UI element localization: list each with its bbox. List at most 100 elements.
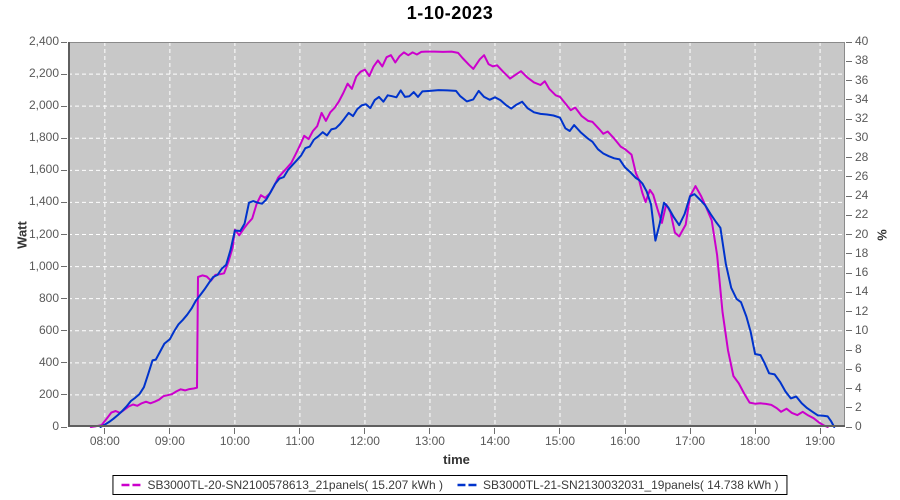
legend-item: SB3000TL-21-SN2130032031_19panels( 14.73… (457, 478, 779, 492)
y-left-tick-label: 400 (38, 354, 59, 369)
y-left-tickmark (61, 41, 67, 43)
x-tickmark (364, 428, 366, 434)
y-left-tickmark (61, 426, 67, 428)
x-tickmark (494, 428, 496, 434)
plot-area: Watt % time 0 200 400 600 800 1,000 1,200 1,400… (14, 34, 889, 467)
y-right-tickmark (846, 311, 852, 312)
x-tickmark (429, 428, 431, 434)
x-tick-label: 16:00 (609, 434, 641, 448)
y-right-tick-label: 12 (855, 303, 869, 318)
x-tickmark (169, 428, 171, 434)
x-tick-label: 15:00 (544, 434, 575, 448)
y-right-tickmark (846, 253, 852, 255)
y-right-tickmark (846, 99, 852, 101)
x-tickmark (299, 428, 301, 434)
y-left-tickmark (61, 330, 67, 332)
y-left-tickmark (61, 169, 67, 171)
y-right-tick-label: 36 (855, 72, 869, 87)
x-tick-label: 13:00 (414, 434, 445, 448)
x-tick-label: 14:00 (479, 434, 510, 448)
series-line-sb3000tl-21 (99, 89, 836, 428)
y-left-tickmark (61, 73, 67, 75)
x-tickmark (624, 428, 626, 434)
y-right-tick-label: 0 (855, 419, 862, 433)
legend-item: SB3000TL-20-SN2100578613_21panels( 15.20… (121, 478, 443, 492)
y-right-tick-label: 26 (855, 168, 869, 183)
y-left-tick-label: 800 (38, 290, 59, 305)
y-right-tick-label: 14 (855, 284, 869, 299)
legend: SB3000TL-20-SN2100578613_21panels( 15.20… (112, 475, 788, 495)
legend-line-swatch-sb3000tl-20 (121, 483, 144, 487)
y-right-tickmark (846, 176, 852, 178)
y-left-tick-label: 1,200 (28, 226, 59, 241)
x-tick-label: 11:00 (285, 434, 315, 448)
y-right-tickmark (846, 330, 852, 332)
y-right-tickmark (846, 118, 852, 120)
plot-canvas (68, 41, 845, 428)
y-left-tickmark (61, 298, 67, 300)
y-left-tick-label: 1,400 (28, 194, 59, 209)
y-right-tickmark (846, 157, 852, 158)
y-right-tick-label: 38 (855, 53, 869, 68)
y-left-tick-label: 1,000 (28, 258, 59, 273)
y-left-tickmark (61, 105, 67, 107)
y-left-tick-label: 1,800 (28, 130, 59, 145)
x-tickmark (819, 428, 821, 434)
y-right-tick-label: 30 (855, 130, 869, 145)
y-right-tickmark (846, 234, 852, 235)
y-left-tick-label: 2,000 (28, 98, 59, 113)
legend-line-swatch-sb3000tl-21 (457, 483, 479, 487)
y-right-tick-label: 28 (855, 149, 869, 164)
y-right-tickmark (846, 407, 852, 409)
y-right-tick-label: 20 (855, 226, 869, 241)
y-left-tickmark (61, 266, 67, 268)
y-right-tick-label: 4 (855, 380, 862, 395)
y-left-tickmark (61, 234, 67, 235)
y-left-tickmark (61, 362, 67, 364)
y-axis-right-title: % (874, 228, 890, 241)
x-tick-label: 18:00 (740, 434, 771, 448)
y-right-tickmark (846, 195, 852, 197)
y-right-tickmark (846, 426, 852, 428)
y-right-tickmark (846, 80, 852, 81)
y-left-tick-label: 2,400 (28, 34, 59, 48)
y-right-tickmark (846, 60, 852, 62)
x-tick-label: 19:00 (805, 434, 836, 448)
y-left-tickmark (61, 394, 67, 396)
x-tickmark (104, 428, 106, 434)
x-tickmark (559, 428, 561, 434)
y-right-tick-label: 10 (855, 322, 869, 337)
y-right-tick-label: 34 (855, 91, 869, 106)
x-tick-label: 17:00 (675, 434, 706, 448)
y-right-tick-label: 40 (855, 34, 869, 48)
y-left-tick-label: 1,600 (28, 162, 59, 177)
y-right-tickmark (846, 214, 852, 216)
y-right-tickmark (846, 291, 852, 293)
y-right-tick-label: 32 (855, 111, 869, 125)
y-left-tickmark (61, 137, 67, 139)
y-right-tick-label: 2 (855, 399, 862, 414)
chart-title: 1-10-2023 (406, 3, 494, 23)
x-tickmark (754, 428, 756, 434)
y-right-tickmark (846, 137, 852, 139)
y-right-tick-label: 22 (855, 207, 869, 222)
y-left-tick-label: 0 (52, 419, 59, 433)
legend-label: SB3000TL-21-SN2130032031_19panels( 14.73… (483, 478, 779, 492)
y-left-tick-label: 600 (38, 322, 59, 337)
y-left-tick-label: 200 (38, 386, 59, 401)
x-tick-label: 10:00 (219, 434, 250, 448)
series-line-sb3000tl-20 (89, 50, 829, 428)
y-right-tickmark (846, 388, 852, 389)
x-tickmark (689, 428, 691, 434)
x-tick-label: 09:00 (154, 434, 185, 448)
y-right-tickmark (846, 349, 852, 351)
y-right-tick-label: 8 (855, 342, 862, 356)
x-tick-label: 08:00 (89, 434, 120, 448)
y-left-tick-label: 2,200 (28, 66, 59, 81)
y-right-tickmark (846, 41, 852, 43)
y-right-tick-label: 18 (855, 245, 869, 260)
y-right-tick-label: 16 (855, 265, 869, 279)
y-right-tick-label: 24 (855, 188, 869, 202)
x-tick-label: 12:00 (349, 434, 380, 448)
y-right-tick-label: 6 (855, 361, 862, 376)
